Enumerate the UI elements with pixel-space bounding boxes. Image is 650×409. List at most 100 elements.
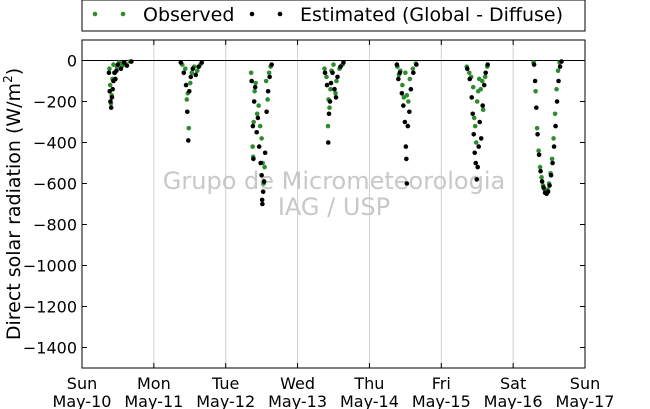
data-point <box>257 123 263 129</box>
data-point <box>109 95 115 100</box>
data-point <box>476 144 482 149</box>
x-tick-label-day: Thu <box>353 374 384 393</box>
x-tick-label-day: Sun <box>67 374 97 393</box>
data-point <box>331 62 336 67</box>
legend: Observed Estimated (Global - Diffuse) <box>81 0 586 32</box>
data-point <box>333 95 339 100</box>
data-point <box>469 95 475 100</box>
data-points <box>106 59 564 207</box>
data-point <box>478 86 484 92</box>
data-point <box>326 111 332 117</box>
legend-observed-label: Observed <box>143 4 234 26</box>
data-point <box>259 173 264 178</box>
data-point <box>252 88 257 94</box>
data-point <box>328 86 333 92</box>
legend-observed-marker-1 <box>92 11 98 17</box>
data-point <box>258 160 263 166</box>
data-point <box>252 84 258 90</box>
y-tick-label: −800 <box>33 216 77 235</box>
x-tick-label-date: May-17 <box>556 392 615 409</box>
data-point <box>479 78 485 84</box>
data-point <box>551 136 556 141</box>
y-tick-label: −1400 <box>23 339 77 358</box>
data-point <box>471 132 477 137</box>
data-point <box>481 82 487 88</box>
data-point <box>401 103 406 108</box>
data-point <box>485 62 490 67</box>
data-point <box>553 123 558 129</box>
data-point <box>480 107 486 112</box>
data-point <box>483 70 489 76</box>
data-point <box>411 70 416 76</box>
data-point <box>556 78 561 84</box>
x-tick-label-day: Sun <box>570 374 600 393</box>
data-point <box>261 179 267 184</box>
data-point <box>259 136 264 141</box>
data-point <box>407 76 413 82</box>
data-point <box>472 123 478 129</box>
data-point <box>531 62 537 67</box>
data-point <box>406 99 411 104</box>
data-point <box>264 109 269 115</box>
data-point <box>259 197 265 203</box>
data-point <box>334 78 339 84</box>
data-point <box>327 99 333 104</box>
data-point <box>466 70 472 76</box>
data-point <box>473 140 479 145</box>
data-point <box>194 68 200 74</box>
data-point <box>111 62 116 67</box>
data-point <box>472 150 478 156</box>
data-point <box>410 66 416 71</box>
data-point <box>266 70 272 76</box>
data-point <box>327 105 332 110</box>
data-point <box>394 62 400 67</box>
data-point <box>260 189 266 194</box>
data-point <box>182 66 188 71</box>
y-tick-label: 0 <box>67 52 77 71</box>
data-point <box>470 84 476 90</box>
data-point <box>184 109 190 115</box>
data-point <box>324 74 329 80</box>
data-point <box>464 66 470 71</box>
data-point <box>539 179 545 184</box>
data-point <box>554 99 560 104</box>
data-point <box>557 64 563 69</box>
data-point <box>470 111 476 117</box>
data-point <box>114 68 119 74</box>
data-point <box>477 119 483 125</box>
data-point <box>265 88 271 94</box>
y-tick-label: −200 <box>33 93 77 112</box>
data-point <box>129 59 134 64</box>
data-point <box>325 123 331 129</box>
x-tick-label-day: Wed <box>280 374 315 393</box>
data-point <box>333 91 338 96</box>
y-tick-labels: 0 −200 −400 −600 −800 −1000 −1200 −1400 <box>23 52 77 358</box>
data-point <box>533 88 538 94</box>
y-tick-label: −600 <box>33 175 77 194</box>
data-point <box>193 72 199 78</box>
data-point <box>480 103 486 108</box>
data-point <box>534 125 540 131</box>
series-estimated <box>106 59 564 207</box>
data-point <box>341 60 346 65</box>
data-point <box>402 119 408 125</box>
data-point <box>548 173 554 178</box>
data-point <box>404 93 410 98</box>
legend-estimated-label: Estimated (Global - Diffuse) <box>300 4 563 26</box>
axis-ticks <box>81 40 586 368</box>
data-point <box>254 111 260 117</box>
data-point <box>537 164 543 170</box>
data-point <box>532 78 538 84</box>
grid-lines <box>153 40 514 368</box>
data-point <box>262 150 268 156</box>
y-tick-label: −400 <box>33 134 77 153</box>
data-point <box>399 91 405 96</box>
data-point <box>199 60 205 65</box>
data-point <box>403 144 409 149</box>
data-point <box>110 86 115 92</box>
watermark-line-2: IAG / USP <box>278 193 390 221</box>
data-point <box>414 62 419 67</box>
data-point <box>251 119 256 125</box>
data-point <box>322 66 327 71</box>
data-point <box>536 148 541 153</box>
